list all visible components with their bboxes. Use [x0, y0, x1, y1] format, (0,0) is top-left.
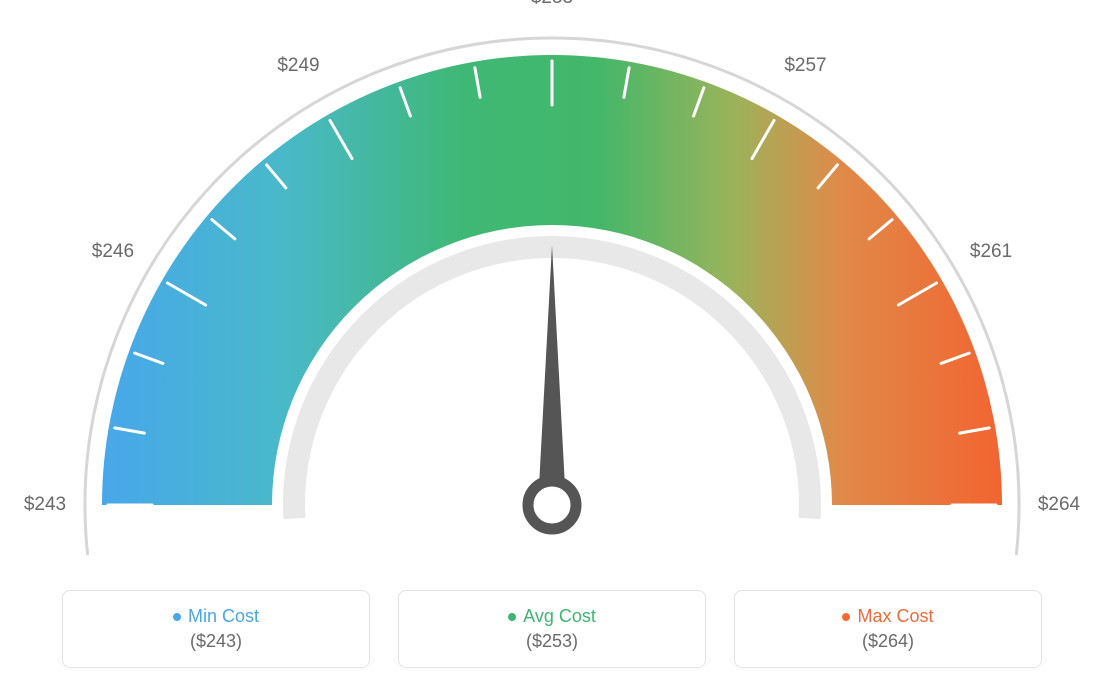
legend-row: Min Cost ($243) Avg Cost ($253) Max Cost…: [0, 590, 1104, 668]
legend-value-avg: ($253): [526, 631, 578, 652]
gauge-tick-label: $253: [531, 0, 573, 9]
gauge-tick-label: $249: [277, 55, 319, 77]
legend-label-min: Min Cost: [188, 606, 259, 627]
legend-card-min: Min Cost ($243): [62, 590, 370, 668]
legend-card-max: Max Cost ($264): [734, 590, 1042, 668]
legend-title-avg: Avg Cost: [508, 606, 596, 627]
gauge-tick-label: $243: [24, 494, 66, 516]
legend-value-max: ($264): [862, 631, 914, 652]
legend-value-min: ($243): [190, 631, 242, 652]
legend-label-avg: Avg Cost: [523, 606, 596, 627]
legend-dot-max: [842, 613, 850, 621]
gauge-tick-label: $261: [970, 241, 1012, 263]
gauge-tick-label: $246: [92, 241, 134, 263]
legend-label-max: Max Cost: [857, 606, 933, 627]
gauge-svg: [0, 0, 1104, 560]
cost-gauge: $243 $246 $249 $253 $257 $261 $264: [0, 0, 1104, 560]
gauge-tick-label: $264: [1038, 494, 1080, 516]
legend-title-min: Min Cost: [173, 606, 259, 627]
gauge-tick-label: $257: [784, 55, 826, 77]
legend-card-avg: Avg Cost ($253): [398, 590, 706, 668]
legend-dot-avg: [508, 613, 516, 621]
legend-dot-min: [173, 613, 181, 621]
legend-title-max: Max Cost: [842, 606, 933, 627]
